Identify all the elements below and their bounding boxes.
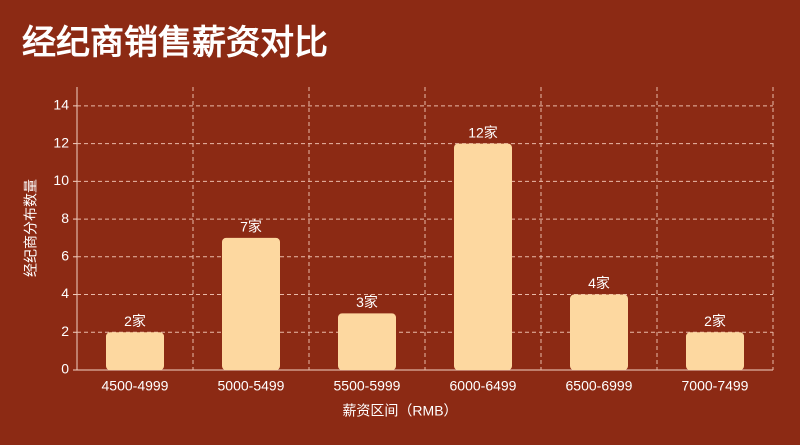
x-tick-label: 5000-5499 [218, 378, 285, 394]
bar [454, 143, 512, 370]
y-tick-label: 14 [53, 97, 69, 113]
x-tick-label: 5500-5999 [334, 378, 401, 394]
bar [570, 294, 628, 370]
value-label: 4家 [588, 275, 610, 291]
x-tick-label: 4500-4999 [102, 378, 169, 394]
chart-title: 经纪商销售薪资对比 [22, 24, 328, 62]
value-label: 3家 [356, 294, 378, 310]
y-tick-label: 10 [53, 172, 69, 188]
value-label: 2家 [124, 313, 146, 329]
y-tick-label: 2 [61, 323, 69, 339]
x-tick-label: 7000-7499 [682, 378, 749, 394]
bar [686, 332, 744, 370]
x-tick-label: 6500-6999 [566, 378, 633, 394]
y-axis-label: 经纪商分布数量 [23, 179, 39, 277]
x-axis-label: 薪资区间（RMB） [342, 403, 457, 419]
value-label: 7家 [240, 219, 262, 235]
bar [338, 313, 396, 370]
y-tick-label: 0 [61, 361, 69, 377]
bar [106, 332, 164, 370]
value-label: 2家 [704, 313, 726, 329]
bar [222, 237, 280, 370]
x-tick-label: 6000-6499 [450, 378, 517, 394]
y-tick-label: 8 [61, 210, 69, 226]
y-tick-label: 4 [61, 285, 69, 301]
y-tick-label: 12 [53, 134, 69, 150]
y-tick-label: 6 [61, 248, 69, 264]
value-label: 12家 [468, 124, 498, 140]
